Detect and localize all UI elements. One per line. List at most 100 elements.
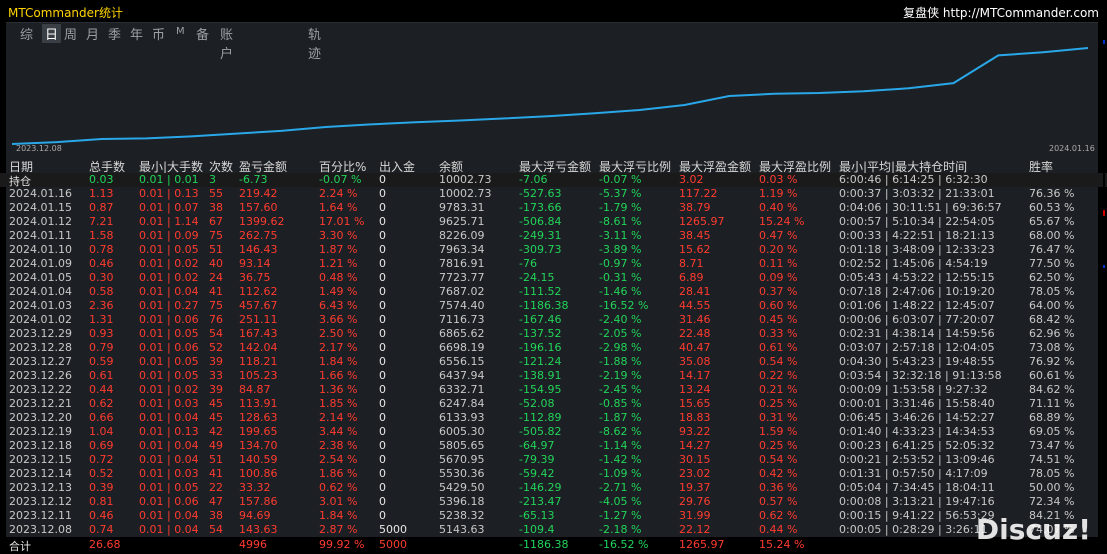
- tab-3[interactable]: 月: [86, 28, 100, 43]
- cell-count: 24: [209, 271, 223, 284]
- table-row[interactable]: 2024.01.02 1.31 0.01 | 0.06 76 251.11 3.66 % 0…: [0, 313, 1107, 327]
- table-row[interactable]: 2023.12.19 1.04 0.01 | 0.13 42 199.65 3.44 % 0…: [0, 425, 1107, 439]
- cell-hold: 6:00:46 | 6:14:25 | 6:32:30: [839, 173, 988, 186]
- cell-win: 62.50 %: [1029, 271, 1075, 284]
- header-balance[interactable]: 余额: [439, 160, 464, 174]
- table-row[interactable]: 2024.01.04 0.58 0.01 | 0.04 41 112.62 1.49 % 0…: [0, 285, 1107, 299]
- cell-win: 68.89 %: [1029, 411, 1075, 424]
- tab-10[interactable]: 轨迹: [308, 28, 322, 62]
- cell-count: 67: [209, 215, 223, 228]
- header-minmax[interactable]: 最小|大手数: [139, 160, 204, 174]
- table-row[interactable]: 2023.12.08 0.74 0.01 | 0.04 54 143.63 2.87 % 5…: [0, 523, 1107, 537]
- cell-maxloss: -52.08: [519, 397, 555, 410]
- position-row[interactable]: 持仓 0.03 0.01 | 0.01 3 -6.73 -0.07 % 0 10002.73 -…: [0, 173, 1107, 188]
- cell-minmax: 0.01 | 0.05: [139, 243, 199, 256]
- header-io[interactable]: 出入金: [379, 160, 416, 174]
- cell-lots: 0.46: [89, 257, 114, 270]
- table-row[interactable]: 2023.12.27 0.59 0.01 | 0.05 39 118.21 1.84 % 0…: [0, 355, 1107, 369]
- tab-7[interactable]: M: [176, 26, 185, 37]
- header-count[interactable]: 次数: [209, 160, 234, 174]
- cell-minmax: 0.01 | 0.04: [139, 509, 199, 522]
- cell-win: 73.47 %: [1029, 439, 1075, 452]
- header-date[interactable]: 日期: [9, 160, 34, 174]
- cell-hold: 0:00:15 | 9:41:22 | 56:53:29: [839, 509, 995, 522]
- header-pnl[interactable]: 盈亏金额: [239, 160, 288, 174]
- table-row[interactable]: 2023.12.12 0.81 0.01 | 0.06 47 157.86 3.01 % 0…: [0, 495, 1107, 509]
- cell-hold: 0:05:43 | 4:53:22 | 12:55:15: [839, 271, 995, 284]
- table-row[interactable]: 2023.12.26 0.61 0.01 | 0.05 33 105.23 1.66 % 0…: [0, 369, 1107, 383]
- cell-maxlosspct: -0.97 %: [599, 257, 642, 270]
- cell-maxgainpct: 0.44 %: [759, 523, 798, 536]
- cell-maxgain: 15.62: [679, 243, 711, 256]
- tab-9[interactable]: 账户: [220, 28, 234, 62]
- discuz-watermark: Discuz!: [975, 513, 1091, 546]
- cell-pct: 2.24 %: [319, 187, 358, 200]
- header-maxgain[interactable]: 最大浮盈金额: [679, 160, 752, 174]
- table-row[interactable]: 2024.01.16 1.13 0.01 | 0.13 55 219.42 2.24 % 0…: [0, 187, 1107, 201]
- table-row[interactable]: 2024.01.03 2.36 0.01 | 0.27 75 457.67 6.43 % 0…: [0, 299, 1107, 313]
- tab-8[interactable]: 备: [196, 28, 210, 43]
- table-row[interactable]: 2024.01.09 0.46 0.01 | 0.02 40 93.14 1.21 % 0 7…: [0, 257, 1107, 271]
- table-row[interactable]: 2023.12.13 0.39 0.01 | 0.05 22 33.32 0.62 % 0 5…: [0, 481, 1107, 495]
- cell-maxgain: 29.76: [679, 495, 711, 508]
- cell-balance: 5429.50: [439, 481, 485, 494]
- cell-io: 0: [379, 453, 386, 466]
- cell-lots: 0.81: [89, 495, 114, 508]
- cell-maxgainpct: 0.09 %: [759, 271, 798, 284]
- tab-2[interactable]: 周: [64, 28, 78, 43]
- table-row[interactable]: 2023.12.20 0.66 0.01 | 0.04 45 128.63 2.14 % 0…: [0, 411, 1107, 425]
- cell-pct: 1.85 %: [319, 397, 358, 410]
- table-row[interactable]: 2024.01.05 0.30 0.01 | 0.02 24 36.75 0.48 % 0 7…: [0, 271, 1107, 285]
- cell-balance: 5238.32: [439, 509, 485, 522]
- cell-balance: 5805.65: [439, 439, 485, 452]
- table-row[interactable]: 2023.12.28 0.79 0.01 | 0.06 52 142.04 2.17 % 0…: [0, 341, 1107, 355]
- cell-maxgainpct: 0.37 %: [759, 285, 798, 298]
- header-maxlosspct[interactable]: 最大浮亏比例: [599, 160, 672, 174]
- table-row[interactable]: 2023.12.22 0.44 0.01 | 0.02 39 84.87 1.36 % 0 6…: [0, 383, 1107, 397]
- header-maxloss[interactable]: 最大浮亏金额: [519, 160, 592, 174]
- cell-io: 0: [379, 257, 386, 270]
- header-pct[interactable]: 百分比%: [319, 160, 367, 174]
- tab-0[interactable]: 综: [20, 28, 34, 43]
- cell-hold: 0:00:37 | 3:03:32 | 21:33:01: [839, 187, 995, 200]
- tab-4[interactable]: 季: [108, 28, 122, 43]
- header-maxgainpct[interactable]: 最大浮盈比例: [759, 160, 832, 174]
- chart-x-start-label: 2023.12.08: [16, 144, 62, 153]
- total-label: 合计: [9, 540, 31, 553]
- cell-hold: 0:00:05 | 0:28:29 | 3:26:11: [839, 523, 988, 536]
- tab-6[interactable]: 币: [152, 28, 166, 43]
- table-row[interactable]: 2024.01.11 1.58 0.01 | 0.09 75 262.75 3.30 % 0…: [0, 229, 1107, 243]
- cell-maxgainpct: 0.45 %: [759, 313, 798, 326]
- cell-lots: 0.62: [89, 397, 114, 410]
- table-row[interactable]: 2023.12.11 0.46 0.01 | 0.04 38 94.69 1.84 % 0 5…: [0, 509, 1107, 523]
- header-lots[interactable]: 总手数: [89, 160, 126, 174]
- cell-lots: 0.72: [89, 453, 114, 466]
- table-row[interactable]: 2023.12.18 0.69 0.01 | 0.04 49 134.70 2.38 % 0…: [0, 439, 1107, 453]
- header-hold[interactable]: 最小|平均|最大持仓时间: [839, 160, 968, 174]
- cell-minmax: 0.01 | 0.13: [139, 187, 199, 200]
- cell-balance: 7723.77: [439, 271, 485, 284]
- cell-maxgain: 3.02: [679, 173, 704, 186]
- table-row[interactable]: 2023.12.15 0.72 0.01 | 0.04 51 140.59 2.54 % 0…: [0, 453, 1107, 467]
- cell-date: 持仓: [9, 175, 31, 188]
- cell-win: 72.34 %: [1029, 495, 1075, 508]
- cell-lots: 1.58: [89, 229, 114, 242]
- cell-balance: 5530.36: [439, 467, 485, 480]
- cell-win: 74.51 %: [1029, 453, 1075, 466]
- table-row[interactable]: 2023.12.14 0.52 0.01 | 0.03 41 100.86 1.86 % 0…: [0, 467, 1107, 481]
- table-row[interactable]: 2024.01.12 7.21 0.01 | 1.14 67 1399.62 17.01 …: [0, 215, 1107, 229]
- tab-1[interactable]: 日: [42, 24, 62, 43]
- cell-maxgainpct: 0.57 %: [759, 495, 798, 508]
- cell-hold: 0:01:18 | 3:48:09 | 12:33:23: [839, 243, 995, 256]
- cell-maxgainpct: 1.59 %: [759, 425, 798, 438]
- cell-maxgainpct: 0.25 %: [759, 397, 798, 410]
- table-row[interactable]: 2023.12.21 0.62 0.01 | 0.03 45 113.91 1.85 % 0…: [0, 397, 1107, 411]
- cell-hold: 0:00:33 | 4:22:51 | 18:21:13: [839, 229, 995, 242]
- table-row[interactable]: 2024.01.10 0.78 0.01 | 0.05 51 146.43 1.87 % 0…: [0, 243, 1107, 257]
- cell-maxlosspct: -1.88 %: [599, 355, 642, 368]
- site-link[interactable]: 复盘侠 http://MTCommander.com: [903, 6, 1099, 20]
- table-row[interactable]: 2024.01.15 0.87 0.01 | 0.07 38 157.60 1.64 % 0…: [0, 201, 1107, 215]
- header-win[interactable]: 胜率: [1029, 160, 1054, 174]
- tab-5[interactable]: 年: [130, 28, 144, 43]
- table-row[interactable]: 2023.12.29 0.93 0.01 | 0.05 54 167.43 2.50 % 0…: [0, 327, 1107, 341]
